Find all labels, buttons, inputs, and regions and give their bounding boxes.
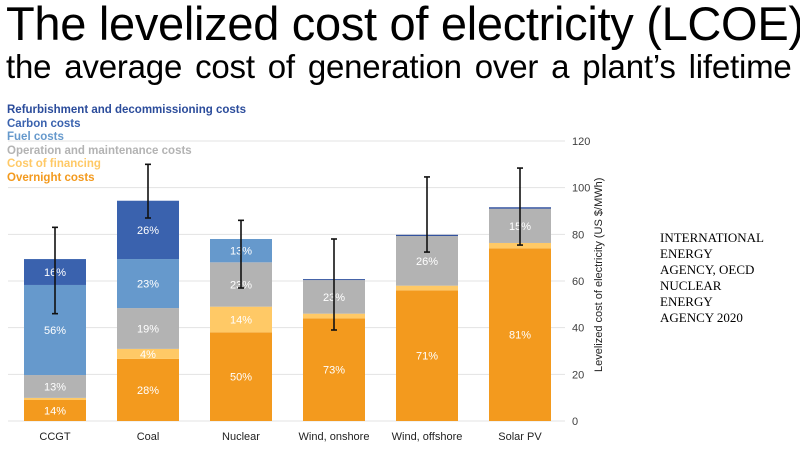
y-tick-label: 60 [572, 276, 584, 288]
chart-legend: Refurbishment and decommissioning costs … [7, 104, 246, 185]
bar-segment [396, 285, 458, 291]
bar-segment [210, 306, 272, 333]
segment-label: 26% [416, 256, 438, 268]
legend-item-overnight: Overnight costs [7, 171, 95, 184]
bar-segment [117, 358, 179, 421]
y-axis-label: Levelized cost of electricity (US $/MWh) [593, 178, 605, 372]
x-category-label: Coal [137, 431, 160, 443]
bar-segment [117, 259, 179, 309]
x-category-label: Wind, onshore [299, 431, 370, 443]
y-tick-label: 20 [572, 369, 584, 381]
legend-item-financing: Cost of financing [7, 158, 101, 170]
source-line: AGENCY 2020 [660, 310, 743, 325]
legend-item-om: Operation and maintenance costs [7, 144, 192, 157]
slide-subtitle: the average cost of generation over a pl… [6, 48, 792, 85]
bar-segment [117, 348, 179, 359]
source-line: ENERGY [660, 294, 713, 309]
y-tick-label: 80 [572, 229, 584, 241]
bar-segment [24, 375, 86, 398]
source-citation: INTERNATIONAL ENERGY AGENCY, OECD NUCLEA… [660, 230, 764, 326]
legend-item-carbon: Carbon costs [7, 117, 81, 130]
bar-segment [396, 290, 458, 421]
segment-label: 56% [44, 325, 66, 337]
x-category-label: Nuclear [222, 431, 260, 443]
legend-item-fuel: Fuel costs [7, 131, 64, 143]
bar-segment [24, 400, 86, 421]
y-tick-label: 100 [572, 183, 590, 195]
bar-segment [117, 308, 179, 349]
y-tick-label: 120 [572, 136, 590, 148]
segment-label: 13% [44, 381, 66, 393]
x-category-label: CCGT [39, 431, 70, 443]
x-category-label: Solar PV [498, 431, 542, 443]
slide-title: The levelized cost of electricity (LCOE) [6, 0, 800, 50]
legend-item-refurbishment: Refurbishment and decommissioning costs [7, 104, 246, 116]
segment-label: 19% [137, 323, 159, 335]
segment-label: 4% [140, 349, 156, 361]
bar-segment [489, 248, 551, 421]
source-line: INTERNATIONAL [660, 230, 764, 245]
source-line: NUCLEAR [660, 278, 722, 293]
segment-label: 81% [509, 330, 531, 342]
y-tick-label: 0 [572, 416, 578, 428]
segment-label: 14% [44, 406, 66, 418]
segment-label: 73% [323, 365, 345, 377]
segment-label: 50% [230, 372, 252, 384]
bar-segment [24, 397, 86, 400]
segment-label: 26% [137, 225, 159, 237]
bar-segment [303, 318, 365, 421]
source-line: ENERGY [660, 246, 713, 261]
y-tick-label: 40 [572, 323, 584, 335]
bar-segment [210, 332, 272, 421]
segment-label: 23% [137, 279, 159, 291]
x-category-label: Wind, offshore [392, 431, 463, 443]
segment-label: 14% [230, 315, 252, 327]
source-line: AGENCY, OECD [660, 262, 755, 277]
segment-label: 71% [416, 351, 438, 363]
segment-label: 28% [137, 385, 159, 397]
